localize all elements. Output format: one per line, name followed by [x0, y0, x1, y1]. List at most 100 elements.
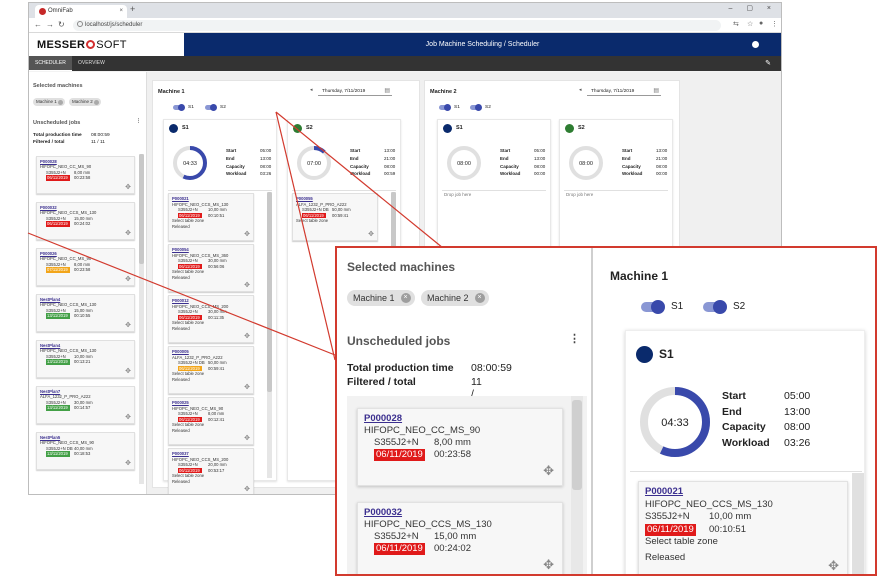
- zoom-scrollbar[interactable]: [571, 396, 583, 574]
- date-picker[interactable]: Thursday, 7/11/2019 ▤: [318, 87, 392, 96]
- job-card[interactable]: P000026 HIFOPC_NEO_CC_MS_90 S355J2+N 8,00 m…: [36, 248, 135, 286]
- back-icon[interactable]: ←: [34, 20, 42, 29]
- prev-day-icon[interactable]: ◂: [310, 87, 313, 93]
- move-icon[interactable]: ✥: [125, 413, 131, 421]
- prev-day-icon[interactable]: ◂: [579, 87, 582, 93]
- move-icon[interactable]: ✥: [244, 332, 250, 340]
- drop-zone[interactable]: Drop job here: [564, 190, 668, 470]
- scheduled-job-card[interactable]: P000012 HIFOPC_NEO_CCS_MS_200 S355J2+N 30,0…: [168, 295, 254, 343]
- shift-toggle-s1[interactable]: [439, 104, 451, 111]
- star-icon[interactable]: ☆: [747, 21, 754, 28]
- calendar-icon[interactable]: ▤: [384, 88, 390, 94]
- move-icon[interactable]: ✥: [125, 367, 131, 375]
- move-icon[interactable]: ✥: [543, 557, 554, 572]
- job-id-link[interactable]: P000021: [172, 196, 189, 201]
- shift-toggle-s1[interactable]: [641, 300, 665, 314]
- table-zone-hint[interactable]: Select table zone: [296, 218, 329, 223]
- scrollbar-thumb[interactable]: [572, 400, 582, 490]
- date-picker[interactable]: Thursday, 7/11/2019 ▤: [587, 87, 661, 96]
- job-card[interactable]: P000028 HIFOPC_NEO_CC_MS_90 S355J2+N 8,00 m…: [36, 156, 135, 194]
- table-zone-hint[interactable]: Select table zone: [172, 371, 205, 376]
- job-id-link[interactable]: P000037: [172, 451, 189, 456]
- job-id-link[interactable]: NestPlan5: [40, 435, 61, 440]
- zoom-scheduled-job-card[interactable]: P000021 HIFOPC_NEO_CCS_MS_130 S355J2+N 10…: [638, 481, 848, 574]
- table-zone-hint[interactable]: Select table zone: [172, 473, 205, 478]
- shift-toggle-s2[interactable]: [703, 300, 727, 314]
- tab-scheduler[interactable]: SCHEDULER: [29, 56, 72, 71]
- table-zone-hint[interactable]: Select table zone: [172, 218, 205, 223]
- move-icon[interactable]: ✥: [244, 485, 250, 493]
- url-input[interactable]: localhost/js/scheduler: [73, 20, 721, 31]
- job-list-scrollbar[interactable]: [139, 154, 144, 484]
- machine-chip[interactable]: Machine 1: [33, 98, 65, 106]
- job-id-link[interactable]: P000032: [40, 205, 57, 210]
- menu-icon[interactable]: ⋮: [771, 21, 778, 28]
- move-icon[interactable]: ✥: [125, 459, 131, 467]
- job-id-link[interactable]: P000021: [645, 486, 684, 497]
- move-icon[interactable]: ✥: [828, 557, 839, 573]
- window-controls[interactable]: – ▢ ×: [728, 5, 777, 12]
- scheduled-job-card[interactable]: P000054 HIFOPC_NEO_CCS_MS_360 S355J2+N 30,0…: [168, 244, 254, 292]
- browser-tab[interactable]: OmniFab ×: [35, 5, 127, 18]
- zoom-job-card[interactable]: P000032 HIFOPC_NEO_CCS_MS_130 S355J2+N 15…: [357, 502, 563, 574]
- job-card[interactable]: P000032 HIFOPC_NEO_CCS_MS_130 S355J2+N 15,0…: [36, 202, 135, 240]
- tab-overview[interactable]: OVERVIEW: [78, 60, 105, 66]
- reload-icon[interactable]: ↻: [58, 20, 65, 29]
- move-icon[interactable]: ✥: [244, 434, 250, 442]
- new-tab-icon[interactable]: +: [130, 4, 136, 14]
- zoom-machine-chip[interactable]: Machine 2 ×: [421, 290, 489, 306]
- chip-remove-icon[interactable]: [57, 99, 63, 105]
- scheduled-job-card[interactable]: P000055 ALFA_1232_P_PRO_A222 S355J2+N DB 50…: [292, 193, 378, 241]
- table-zone-hint[interactable]: Select table zone: [172, 422, 205, 427]
- move-icon[interactable]: ✥: [244, 230, 250, 238]
- chip-remove-icon[interactable]: [93, 99, 99, 105]
- scheduled-job-card[interactable]: P000037 HIFOPC_NEO_CCS_MS_200 S355J2+N 20,0…: [168, 448, 254, 494]
- zoom-job-card[interactable]: P000028 HIFOPC_NEO_CC_MS_90 S355J2+N 8,00…: [357, 408, 563, 486]
- move-icon[interactable]: ✥: [543, 463, 554, 478]
- job-card[interactable]: NestPlan7 ALFA_1232_P_PRO_A222 S355J2+N 30,…: [36, 386, 135, 424]
- profile-icon[interactable]: ●: [759, 20, 764, 27]
- shift-toggle-s2[interactable]: [205, 104, 217, 111]
- scheduled-job-card[interactable]: P000025 HIFOPC_NEO_CC_MS_90 S355J2+N 8,00 m…: [168, 397, 254, 445]
- table-zone-hint[interactable]: Select table zone: [645, 536, 718, 547]
- move-icon[interactable]: ✥: [125, 229, 131, 237]
- scheduled-job-card[interactable]: P000005 ALFA_1232_P_PRO_A222 S355J2+N DB 50…: [168, 346, 254, 394]
- move-icon[interactable]: ✥: [125, 321, 131, 329]
- shift-scrollbar[interactable]: [267, 192, 272, 478]
- move-icon[interactable]: ✥: [368, 230, 374, 238]
- shift-toggle-s2[interactable]: [470, 104, 482, 111]
- scrollbar-thumb[interactable]: [139, 154, 144, 264]
- job-card[interactable]: NestPlan4 HIFOPC_NEO_CCS_MS_130 S355J2+N 15…: [36, 294, 135, 332]
- scheduled-job-card[interactable]: P000021 HIFOPC_NEO_CCS_MS_130 S355J2+N 10,0…: [168, 193, 254, 241]
- scrollbar-thumb[interactable]: [267, 192, 272, 392]
- move-icon[interactable]: ✥: [125, 275, 131, 283]
- jobs-menu-icon[interactable]: ⋮: [136, 119, 141, 124]
- zoom-machine-chip[interactable]: Machine 1 ×: [347, 290, 415, 306]
- job-id-link[interactable]: NestPlan7: [40, 389, 61, 394]
- tab-close-icon[interactable]: ×: [119, 8, 123, 14]
- job-card[interactable]: NestPlan5 HIFOPC_NEO_CCS_MS_90 S355J2+N DB…: [36, 432, 135, 470]
- shift-toggle-s1[interactable]: [173, 104, 185, 111]
- job-id-link[interactable]: P000032: [364, 507, 403, 518]
- job-id-link[interactable]: P000025: [172, 400, 189, 405]
- job-id-link[interactable]: P000028: [40, 159, 57, 164]
- drop-zone[interactable]: Drop job here: [442, 190, 546, 470]
- job-id-link[interactable]: P000028: [364, 413, 403, 424]
- shift-title: S1: [456, 125, 463, 131]
- move-icon[interactable]: ✥: [125, 183, 131, 191]
- zoom-jobs-menu-icon[interactable]: ⋮: [569, 333, 580, 345]
- calendar-icon[interactable]: ▤: [653, 88, 659, 94]
- machine-chip[interactable]: Machine 2: [69, 98, 101, 106]
- move-icon[interactable]: ✥: [244, 383, 250, 391]
- move-icon[interactable]: ✥: [244, 281, 250, 289]
- chip-remove-icon[interactable]: ×: [474, 293, 485, 303]
- chip-remove-icon[interactable]: ×: [400, 293, 411, 303]
- job-card[interactable]: NestPlan4 HIFOPC_NEO_CCS_MS_130 S355J2+N 10…: [36, 340, 135, 378]
- drop-zone[interactable]: [168, 190, 272, 470]
- translate-icon[interactable]: ⇆: [733, 21, 739, 28]
- site-info-icon[interactable]: [77, 21, 83, 27]
- forward-icon[interactable]: →: [46, 20, 54, 29]
- edit-icon[interactable]: ✎: [765, 60, 771, 67]
- info-icon[interactable]: [752, 41, 759, 48]
- shift-scrollbar[interactable]: [852, 473, 864, 574]
